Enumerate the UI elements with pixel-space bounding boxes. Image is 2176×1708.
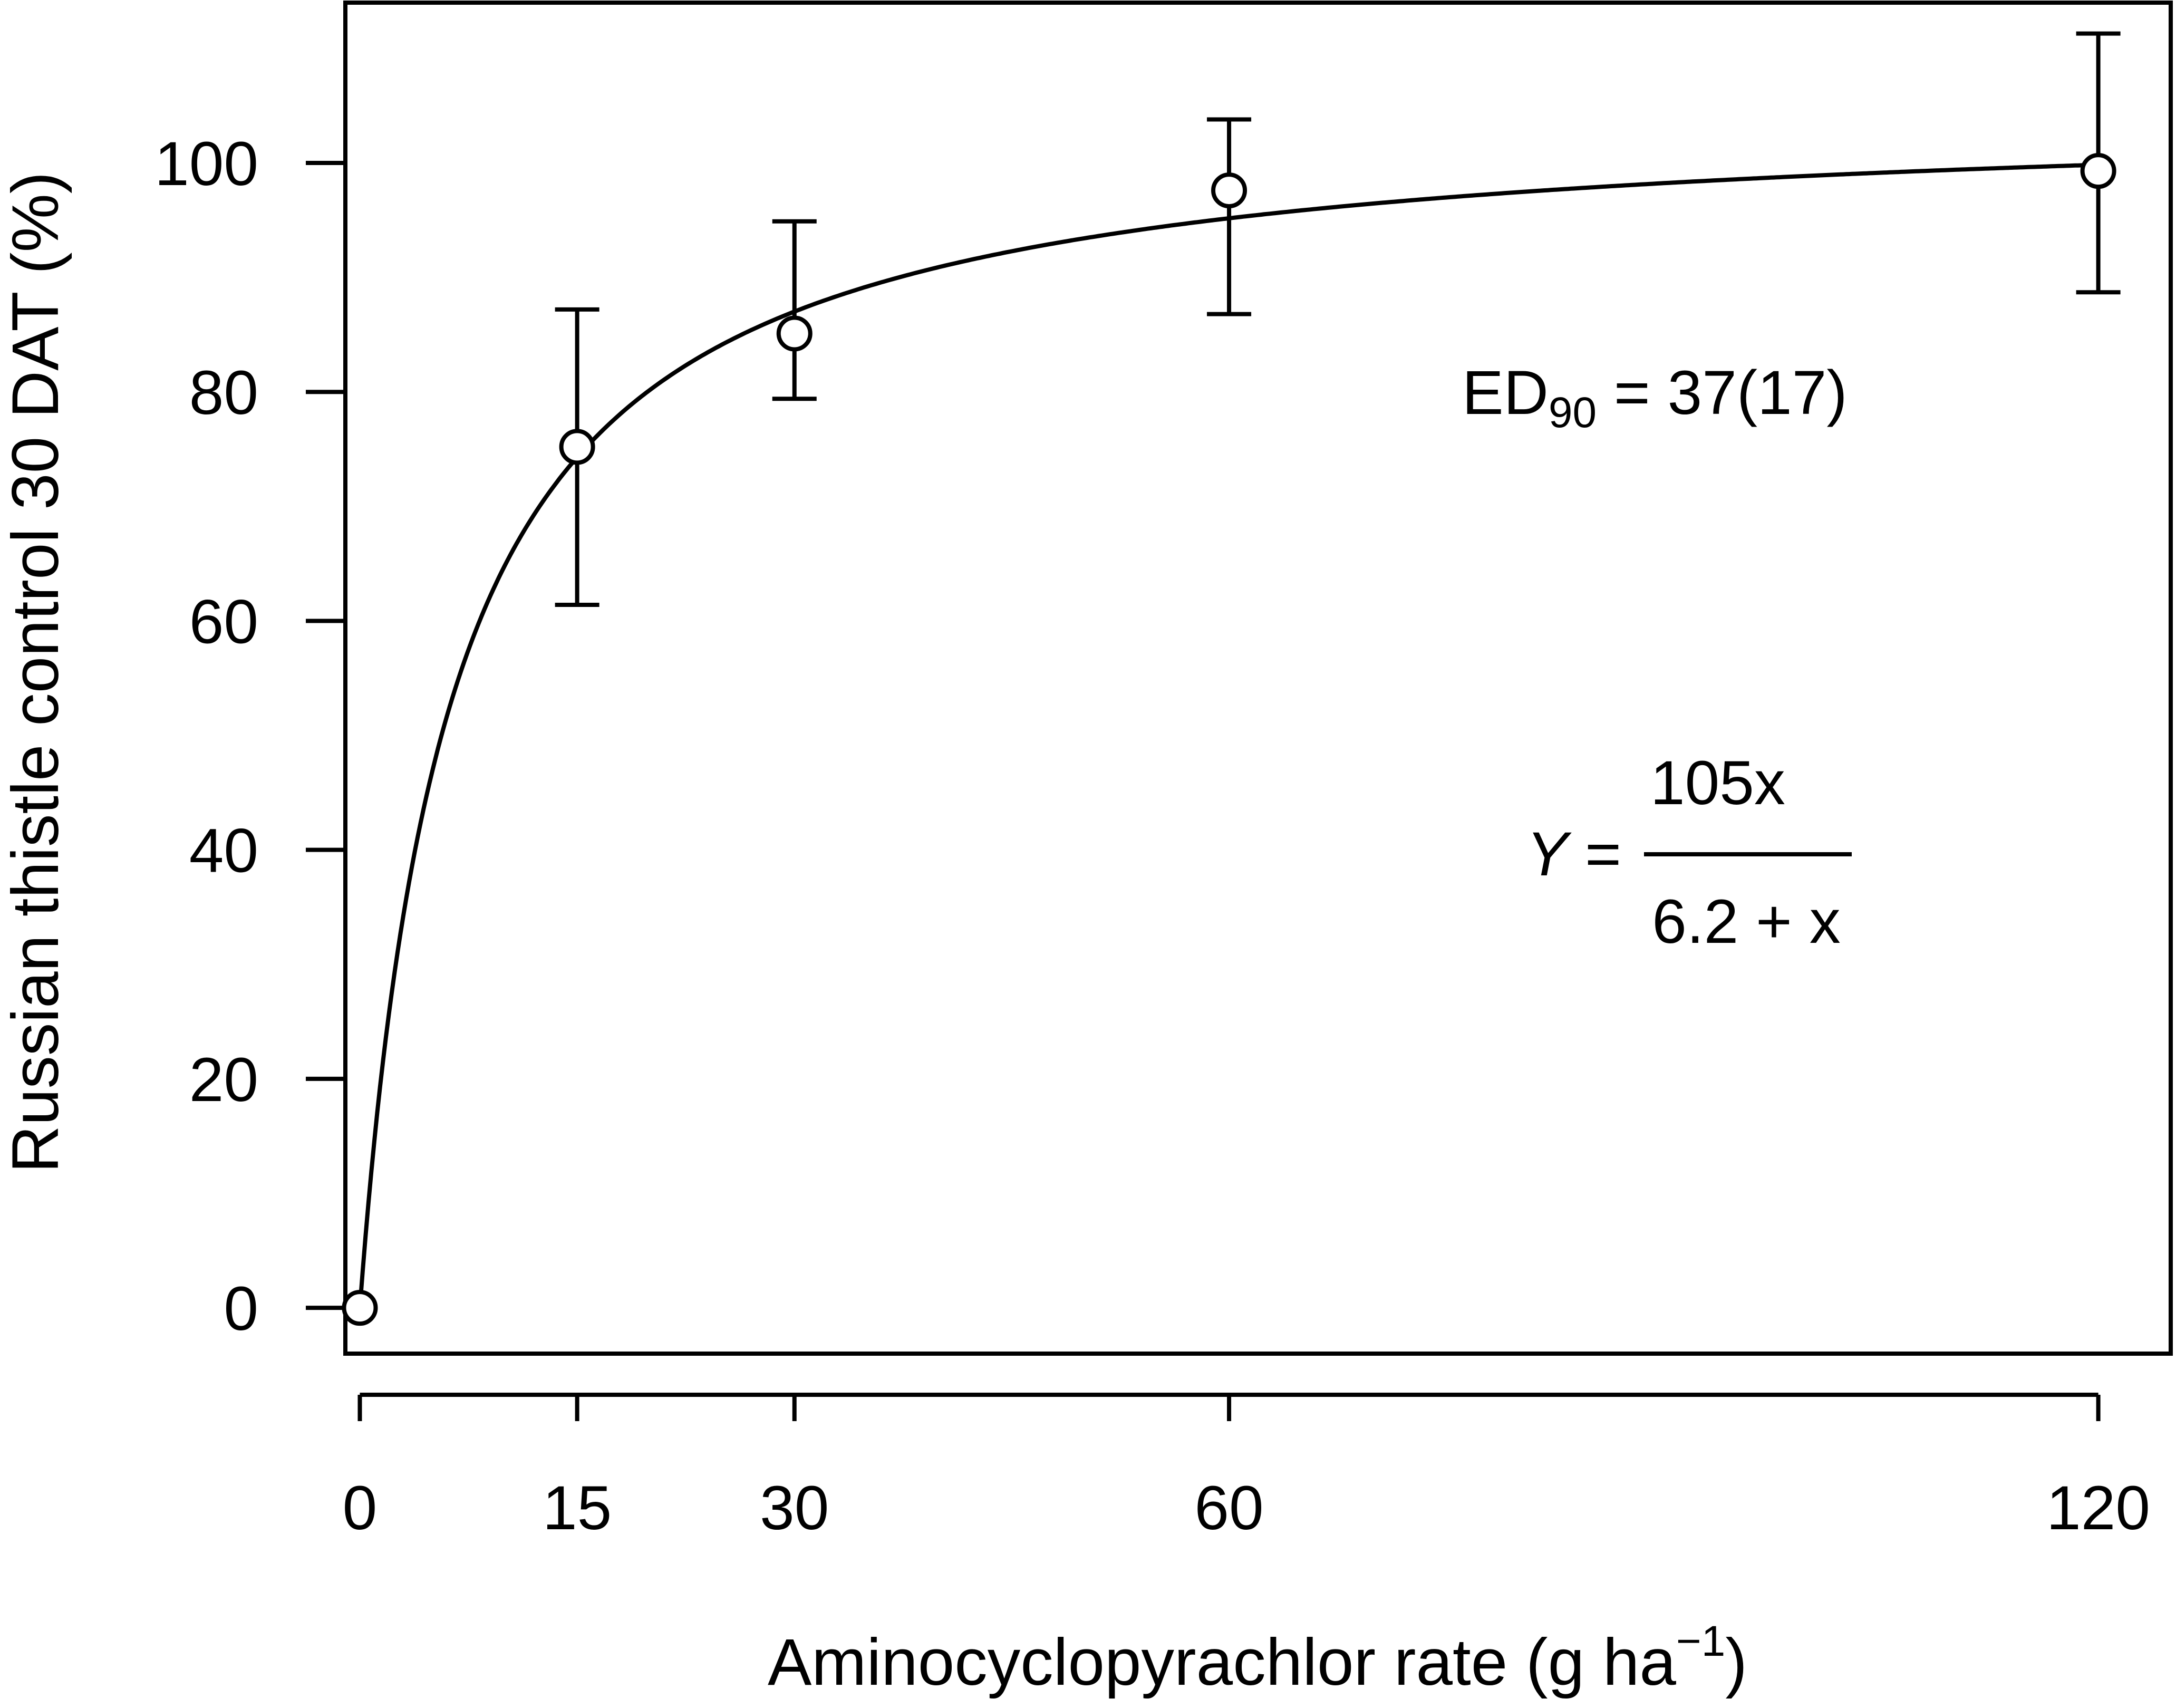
data-point	[776, 315, 813, 352]
equation-denominator: 6.2 + x	[1652, 887, 1841, 957]
x-tick-label: 30	[760, 1473, 829, 1543]
data-point	[559, 429, 595, 465]
y-tick-label: 0	[224, 1274, 258, 1344]
y-tick-label: 80	[189, 358, 258, 428]
data-point	[2080, 153, 2116, 189]
plot-frame	[343, 1, 2173, 1356]
y-axis: 0 20 40 60 80 100	[154, 129, 345, 1344]
x-axis: 0 15 30 60 120	[343, 1393, 2150, 1543]
y-tick-label: 20	[189, 1045, 258, 1115]
equation-lhs: Y =	[1526, 819, 1620, 889]
fit-curve	[357, 162, 2098, 1308]
data-point	[1211, 172, 1247, 209]
equation-numerator: 105x	[1650, 748, 1785, 818]
data-marks	[342, 31, 2121, 1326]
y-tick-label: 60	[189, 587, 258, 657]
x-tick-label: 120	[2046, 1473, 2150, 1543]
ed90-annotation: ED90 = 37(17)	[1462, 358, 1848, 437]
x-tick-label: 60	[1194, 1473, 1263, 1543]
data-point	[342, 1290, 378, 1326]
x-tick-label: 0	[343, 1473, 378, 1543]
y-axis-title: Russian thistle control 30 DAT (%)	[0, 172, 72, 1173]
y-tick-label: 100	[154, 129, 258, 199]
x-tick-label: 15	[543, 1473, 612, 1543]
y-tick-label: 40	[189, 816, 258, 886]
x-axis-title: Aminocyclopyrachlor rate (g ha−1)	[768, 1617, 1747, 1699]
